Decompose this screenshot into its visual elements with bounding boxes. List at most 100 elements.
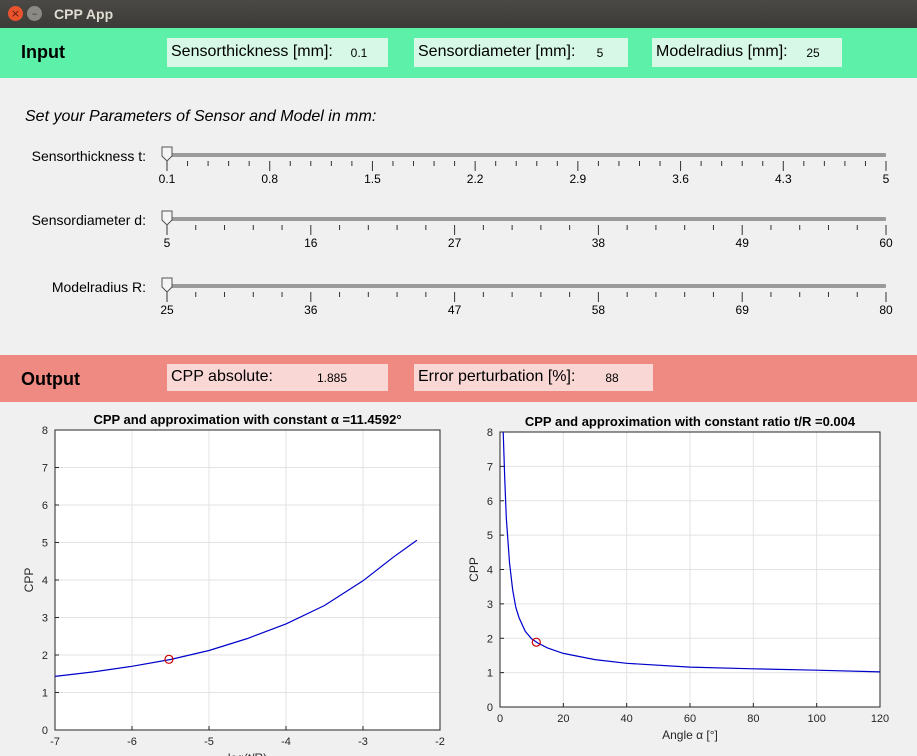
y-tick-label: 2 <box>42 650 48 662</box>
y-tick-label: 8 <box>42 425 48 437</box>
slider-tick-label: 2.2 <box>467 172 484 186</box>
slider-tick-label: 3.6 <box>672 172 689 186</box>
y-tick-label: 0 <box>487 702 493 714</box>
slider-tick-label: 4.3 <box>775 172 792 186</box>
close-icon[interactable]: × <box>8 6 23 21</box>
modelradius-field-label: Modelradius [mm]: <box>656 43 788 60</box>
x-tick-label: -5 <box>204 736 214 748</box>
slider-handle[interactable] <box>161 277 173 293</box>
x-tick-label: 0 <box>497 713 503 725</box>
y-tick-label: 5 <box>42 538 48 550</box>
cpp-absolute-label: CPP absolute: <box>171 368 273 385</box>
x-tick-label: 120 <box>871 713 889 725</box>
chart-angle: 0 20 40 60 80 100 120 0 1 2 3 4 5 6 7 8 CPP and approxim… <box>467 414 889 742</box>
cpp-absolute-field: CPP absolute: 1.885 <box>167 364 388 391</box>
modelradius-value: 25 <box>806 46 820 60</box>
y-tick-label: 7 <box>42 463 48 475</box>
y-tick-label: 4 <box>42 575 48 587</box>
y-tick-label: 4 <box>487 565 493 577</box>
x-tick-label: -3 <box>358 736 368 748</box>
slider-tick-label: 38 <box>592 236 606 250</box>
plot-frame <box>54 429 441 731</box>
slider-label-radius: Modelradius R: <box>51 279 146 295</box>
output-panel: Output CPP absolute: 1.885 Error perturb… <box>0 355 917 402</box>
slider-tick-label: 5 <box>883 172 890 186</box>
slider-tick-label: 2.9 <box>570 172 587 186</box>
current-point-marker <box>164 654 174 664</box>
instruction-text: Set your Parameters of Sensor and Model … <box>25 108 377 125</box>
window-title: CPP App <box>54 6 114 22</box>
slider-diameter[interactable]: 5 16 27 38 49 60 <box>150 208 910 258</box>
slider-tick-label: 80 <box>879 303 893 317</box>
slider-handle[interactable] <box>161 146 173 162</box>
slider-tick-label: 58 <box>592 303 606 317</box>
error-perturbation-label: Error perturbation [%]: <box>418 368 576 385</box>
sensordiameter-field-label: Sensordiameter [mm]: <box>418 43 576 60</box>
current-point-marker <box>531 637 541 647</box>
sensorthickness-value: 0.1 <box>350 46 368 60</box>
x-axis-label: log(t/R) <box>228 751 267 756</box>
x-tick-label: -7 <box>50 736 60 748</box>
y-tick-label: 6 <box>42 500 48 512</box>
input-header: Input <box>21 42 65 62</box>
slider-tick-label: 60 <box>879 236 893 250</box>
slider-track[interactable] <box>167 284 886 288</box>
sensordiameter-value: 5 <box>596 46 604 60</box>
y-tick-label: 8 <box>487 427 493 439</box>
y-tick-label: 3 <box>487 599 493 611</box>
y-tick-label: 3 <box>42 613 48 625</box>
sensorthickness-field: Sensorthickness [mm]: 0.1 <box>167 38 388 67</box>
slider-tick-label: 0.1 <box>159 172 176 186</box>
y-tick-label: 6 <box>487 496 493 508</box>
slider-tick-label: 1.5 <box>364 172 381 186</box>
slider-track[interactable] <box>167 217 886 221</box>
y-tick-label: 2 <box>487 633 493 645</box>
modelradius-field: Modelradius [mm]: 25 <box>652 38 842 67</box>
y-tick-label: 0 <box>42 725 48 737</box>
x-tick-label: 20 <box>557 713 569 725</box>
y-axis-label: CPP <box>22 568 36 593</box>
slider-radius[interactable]: 25 36 47 58 69 80 <box>150 275 910 325</box>
error-perturbation-value: 88 <box>605 371 619 385</box>
slider-tick-label: 69 <box>736 303 750 317</box>
slider-tick-label: 5 <box>164 236 171 250</box>
slider-handle[interactable] <box>161 210 173 226</box>
x-tick-label: -4 <box>281 736 291 748</box>
title-bar: × – CPP App <box>0 0 917 28</box>
x-axis-label: Angle α [°] <box>662 728 718 742</box>
slider-tick-label: 25 <box>160 303 174 317</box>
y-tick-label: 1 <box>487 668 493 680</box>
sensordiameter-field: Sensordiameter [mm]: 5 <box>414 38 628 67</box>
cpp-absolute-value: 1.885 <box>316 371 348 385</box>
slider-label-diameter: Sensordiameter d: <box>31 212 146 228</box>
slider-tick-label: 27 <box>448 236 462 250</box>
y-tick-label: 5 <box>487 530 493 542</box>
x-tick-label: 40 <box>621 713 633 725</box>
series-line <box>54 539 418 677</box>
sensorthickness-field-label: Sensorthickness [mm]: <box>171 43 333 60</box>
x-tick-label: 60 <box>684 713 696 725</box>
slider-label-thickness: Sensorthickness t: <box>31 148 146 164</box>
y-tick-label: 7 <box>487 461 493 473</box>
error-perturbation-field: Error perturbation [%]: 88 <box>414 364 653 391</box>
output-header: Output <box>21 369 80 389</box>
y-tick-label: 1 <box>42 688 48 700</box>
input-panel: Input Sensorthickness [mm]: 0.1 Sensordi… <box>0 28 917 78</box>
x-tick-label: -6 <box>127 736 137 748</box>
y-axis-label: CPP <box>467 557 481 582</box>
minimize-icon[interactable]: – <box>27 6 42 21</box>
slider-thickness[interactable]: 0.1 0.8 1.5 2.2 2.9 3.6 4.3 5 <box>150 144 910 194</box>
plot-frame <box>499 431 881 708</box>
slider-tick-label: 49 <box>736 236 750 250</box>
slider-tick-label: 0.8 <box>261 172 278 186</box>
chart-title: CPP and approximation with constant α =1… <box>93 412 401 427</box>
slider-track[interactable] <box>167 153 886 157</box>
x-tick-label: 80 <box>747 713 759 725</box>
series-line <box>502 431 881 673</box>
x-tick-label: -2 <box>435 736 445 748</box>
slider-tick-label: 36 <box>304 303 318 317</box>
slider-tick-label: 16 <box>304 236 318 250</box>
chart-log-ratio: -7 -6 -5 -4 -3 -2 0 1 2 3 4 5 6 7 8 CPP and approximati… <box>22 412 445 756</box>
x-tick-label: 100 <box>807 713 825 725</box>
slider-tick-label: 47 <box>448 303 462 317</box>
